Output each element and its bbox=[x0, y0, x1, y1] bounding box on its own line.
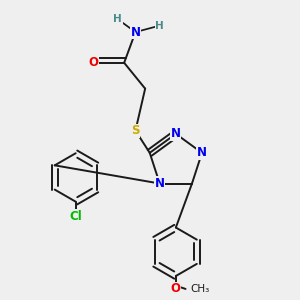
Text: O: O bbox=[171, 282, 181, 296]
Text: Cl: Cl bbox=[69, 210, 82, 223]
Text: H: H bbox=[155, 21, 164, 31]
Text: N: N bbox=[171, 127, 181, 140]
Text: N: N bbox=[155, 177, 165, 190]
Text: CH₃: CH₃ bbox=[190, 284, 210, 294]
Text: N: N bbox=[130, 26, 140, 39]
Text: O: O bbox=[88, 56, 98, 69]
Text: S: S bbox=[131, 124, 140, 137]
Text: N: N bbox=[197, 146, 207, 159]
Text: H: H bbox=[113, 14, 122, 24]
